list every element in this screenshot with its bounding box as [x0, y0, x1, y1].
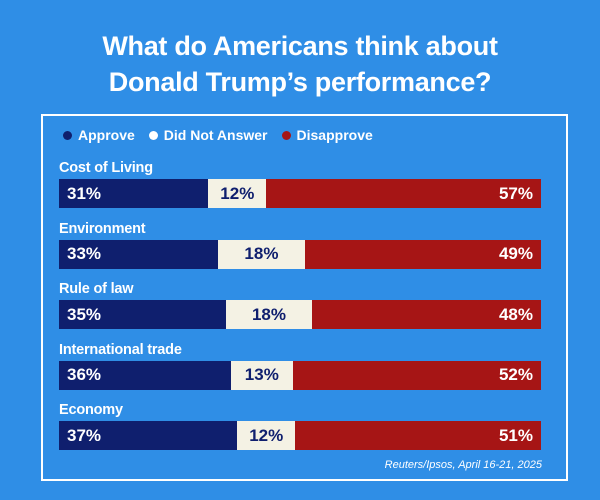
data-label-approve: 36% — [67, 365, 102, 384]
bar-environment: 33% 18% 49% — [59, 239, 541, 269]
category-label-international-trade: International trade — [59, 341, 182, 358]
bar-cost-of-living: 31% 12% 57% — [59, 179, 541, 208]
legend-item-approve: Approve — [63, 127, 135, 143]
legend-did-not-answer-dot-icon — [148, 130, 158, 140]
data-label-approve: 31% — [67, 183, 102, 203]
legend-disapprove-dot-icon — [281, 130, 291, 140]
legend-item-disapprove: Disapprove — [281, 127, 373, 143]
bar-segment-approve: 35% — [59, 300, 227, 329]
bar-segment-approve: 36% — [59, 360, 231, 390]
data-label-disapprove: 48% — [498, 304, 533, 324]
bar-segment-did-not-answer: 12% — [237, 421, 296, 450]
bar-segment-disapprove: 49% — [304, 239, 541, 269]
bar-segment-approve: 37% — [59, 421, 238, 450]
source-note: Reuters/Ipsos, April 16-21, 2025 — [384, 459, 542, 471]
chart-title-line-1: What do Americans think about — [102, 31, 498, 61]
bar-segment-did-not-answer: 18% — [226, 300, 312, 329]
data-label-disapprove: 57% — [498, 183, 533, 203]
data-label-did-not-answer: 18% — [244, 244, 279, 263]
category-label-rule-of-law: Rule of law — [59, 281, 134, 297]
bar-segment-disapprove: 52% — [292, 360, 541, 390]
data-label-did-not-answer: 12% — [249, 425, 284, 445]
data-label-approve: 37% — [67, 425, 102, 445]
bar-segment-did-not-answer: 18% — [218, 239, 305, 269]
bar-segment-approve: 31% — [59, 179, 209, 208]
data-label-disapprove: 49% — [498, 244, 533, 263]
data-label-did-not-answer: 12% — [220, 183, 255, 203]
legend-item-did-not-answer: Did Not Answer — [148, 127, 268, 143]
legend-approve-label: Approve — [78, 127, 135, 143]
data-label-did-not-answer: 18% — [251, 304, 286, 324]
category-label-economy: Economy — [59, 402, 123, 418]
data-label-disapprove: 51% — [498, 425, 533, 445]
bar-segment-disapprove: 48% — [311, 300, 541, 329]
bar-segment-disapprove: 57% — [266, 179, 541, 208]
bar-segment-approve: 33% — [59, 239, 219, 269]
bar-international-trade: 36% 13% 52% — [59, 360, 541, 390]
chart-frame — [41, 114, 568, 481]
bar-segment-did-not-answer: 12% — [208, 179, 267, 208]
chart-title: What do Americans think about Donald Tru… — [0, 28, 600, 100]
legend: Approve Did Not Answer Disapprove — [63, 126, 373, 144]
bar-economy: 37% 12% 51% — [59, 421, 541, 450]
category-label-environment: Environment — [59, 220, 146, 237]
chart-title-line-2: Donald Trump’s performance? — [108, 67, 492, 97]
data-label-approve: 35% — [67, 304, 102, 324]
data-label-disapprove: 52% — [498, 365, 533, 384]
bar-rule-of-law: 35% 18% 48% — [59, 300, 541, 329]
bar-segment-disapprove: 51% — [295, 421, 541, 450]
data-label-did-not-answer: 13% — [244, 365, 279, 384]
data-label-approve: 33% — [67, 244, 102, 263]
category-label-cost-of-living: Cost of Living — [59, 160, 153, 176]
legend-did-not-answer-label: Did Not Answer — [163, 127, 268, 143]
legend-approve-dot-icon — [63, 130, 72, 140]
legend-disapprove-label: Disapprove — [296, 127, 373, 143]
bar-segment-did-not-answer: 13% — [230, 360, 293, 390]
